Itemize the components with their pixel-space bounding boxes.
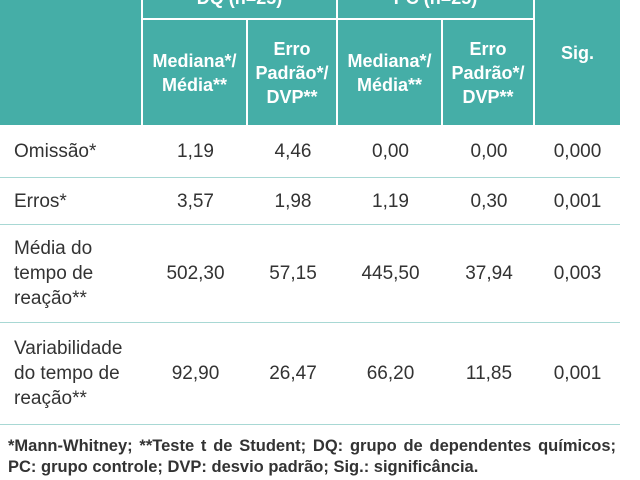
cell: 0,00	[338, 125, 443, 178]
row-label: Omissão*	[0, 125, 143, 178]
cell: 66,20	[338, 323, 443, 425]
sub-header: Sig.	[535, 0, 620, 125]
group-header: PC (n=25)	[338, 0, 535, 20]
cell: 0,001	[535, 323, 620, 425]
cell: 502,30	[143, 225, 248, 323]
footnote: *Mann-Whitney; **Teste t de Student; DQ:…	[8, 437, 616, 476]
row-label: Variabilidade do tempo de reação**	[0, 323, 143, 425]
sub-header: Mediana*/ Média**	[143, 20, 248, 125]
cell: 1,19	[338, 178, 443, 225]
cell: 0,000	[535, 125, 620, 178]
row-label: Erros*	[0, 178, 143, 225]
cell: 37,94	[443, 225, 535, 323]
cell: 0,001	[535, 178, 620, 225]
sub-header: Mediana*/ Média**	[338, 20, 443, 125]
sub-header: Erro Padrão*/ DVP**	[248, 20, 338, 125]
cell: 92,90	[143, 323, 248, 425]
cell: 0,00	[443, 125, 535, 178]
cell: 1,19	[143, 125, 248, 178]
cell: 445,50	[338, 225, 443, 323]
cell: 4,46	[248, 125, 338, 178]
cell: 0,003	[535, 225, 620, 323]
cell: 26,47	[248, 323, 338, 425]
row-label: Média do tempo de reação**	[0, 225, 143, 323]
group-header: DQ (n=25)	[143, 0, 338, 20]
cell: 57,15	[248, 225, 338, 323]
cell: 11,85	[443, 323, 535, 425]
cell: 3,57	[143, 178, 248, 225]
cell: 0,30	[443, 178, 535, 225]
header-corner	[0, 0, 143, 125]
cell: 1,98	[248, 178, 338, 225]
sub-header: Erro Padrão*/ DVP**	[443, 20, 535, 125]
